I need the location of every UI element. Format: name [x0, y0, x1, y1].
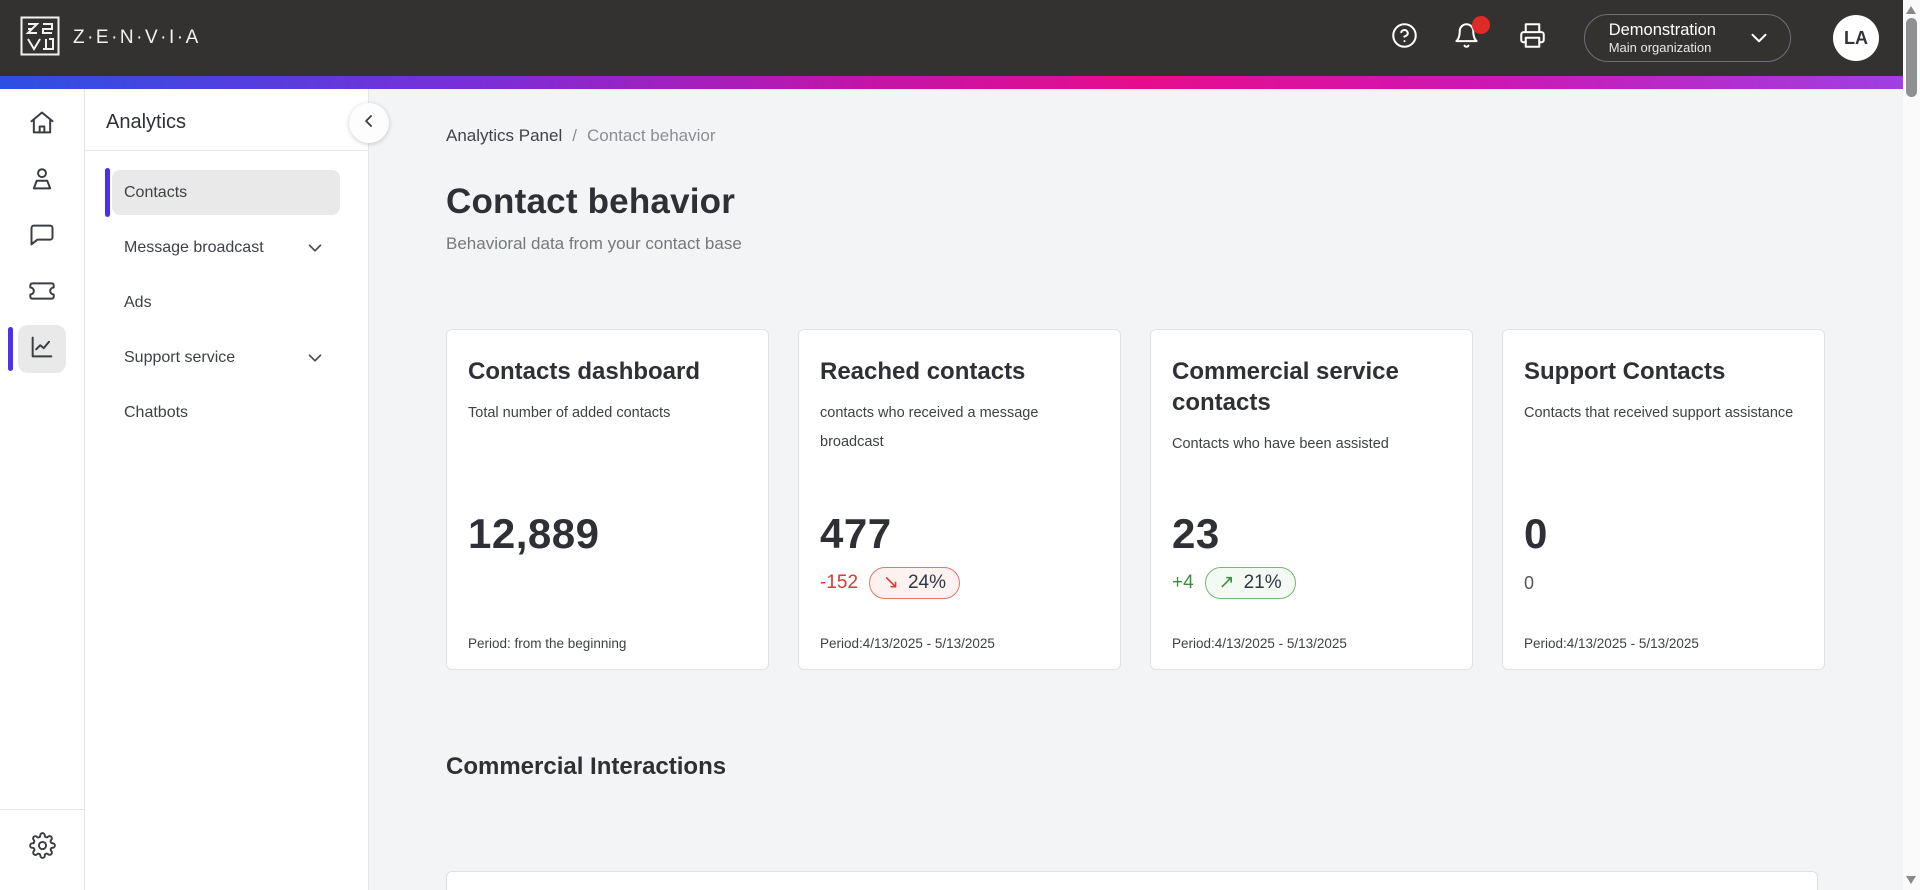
card-title: Contacts dashboard [468, 358, 701, 385]
bell-icon [1453, 22, 1480, 54]
card-value: 0 [1524, 510, 1548, 557]
rail-item-settings[interactable] [18, 824, 66, 872]
page-title: Contact behavior [446, 182, 736, 221]
sidebar-divider [85, 150, 368, 151]
card-description: Contacts that received support assistanc… [1524, 405, 1794, 421]
analytics-sidebar: Analytics Contacts Message broadcast Ads… [85, 89, 369, 890]
kpi-card-reached-contacts: Reached contacts contacts who received a… [798, 329, 1121, 670]
card-value: 23 [1172, 510, 1220, 557]
card-description: Contacts who have been assisted [1172, 436, 1389, 452]
user-avatar[interactable]: LA [1833, 15, 1879, 61]
main-content: Analytics Panel / Contact behavior Conta… [369, 89, 1903, 890]
sidebar-item-label: Support service [124, 348, 236, 366]
sidebar-collapse-button[interactable] [349, 103, 389, 143]
card-period: Period:4/13/2025 - 5/13/2025 [1172, 636, 1347, 651]
card-delta: +4 [1172, 572, 1194, 593]
notification-badge-dot [1471, 16, 1490, 34]
page-subtitle: Behavioral data from your contact base [446, 234, 742, 253]
breadcrumb-parent-link[interactable]: Analytics Panel [446, 126, 563, 145]
breadcrumb-separator: / [572, 126, 577, 145]
trend-up-arrow-icon: ↗ [1218, 572, 1235, 593]
trend-badge-down: ↘ 24% [869, 567, 960, 599]
card-value: 477 [820, 510, 892, 557]
organization-selector[interactable]: Demonstration Main organization [1583, 14, 1791, 62]
rail-active-indicator [8, 327, 13, 371]
printer-icon [1519, 22, 1546, 54]
sidebar-item-contacts[interactable]: Contacts [105, 168, 340, 217]
scrollbar-thumb[interactable] [1906, 18, 1917, 97]
chat-bubble-icon [28, 221, 56, 254]
kpi-card-support-contacts: Support Contacts Contacts that received … [1502, 329, 1825, 670]
gear-icon [28, 832, 56, 864]
organization-texts: Demonstration Main organization [1609, 20, 1716, 57]
home-icon [28, 109, 56, 142]
app-body: Analytics Contacts Message broadcast Ads… [0, 89, 1903, 890]
kpi-cards-row: Contacts dashboard Total number of added… [446, 329, 1903, 670]
chevron-left-icon [359, 111, 379, 136]
topbar: Z·E·N·V·I·A [0, 0, 1903, 76]
sidebar-item-chatbots[interactable]: Chatbots [112, 390, 340, 435]
zenvia-maze-icon [20, 16, 60, 61]
scrollbar-up-arrow[interactable] [1906, 6, 1916, 14]
rail-item-analytics[interactable] [18, 325, 66, 373]
page-scrollbar [1903, 0, 1920, 890]
chevron-down-icon [304, 347, 326, 369]
breadcrumb-current: Contact behavior [586, 126, 716, 145]
card-period: Period: from the beginning [468, 636, 627, 651]
chevron-down-icon [1746, 25, 1772, 51]
section-heading-commercial-interactions: Commercial Interactions [446, 753, 727, 780]
zenvia-logo[interactable]: Z·E·N·V·I·A [20, 16, 201, 61]
sidebar-active-indicator [105, 168, 110, 217]
sidebar-item-label: Ads [124, 293, 152, 311]
print-button[interactable] [1518, 23, 1548, 53]
rail-item-contacts[interactable] [18, 157, 66, 205]
notifications-button[interactable] [1452, 16, 1490, 54]
card-delta: -152 [820, 572, 859, 593]
help-button[interactable] [1390, 23, 1420, 53]
ticket-icon [28, 277, 56, 310]
kpi-card-contacts-dashboard: Contacts dashboard Total number of added… [446, 329, 769, 670]
sidebar-title: Analytics [106, 111, 187, 133]
rail-item-conversations[interactable] [18, 213, 66, 261]
rail-bottom [0, 809, 84, 890]
trend-percent: 21% [1243, 571, 1282, 593]
card-description: Total number of added contacts [468, 405, 671, 421]
breadcrumb: Analytics Panel / Contact behavior [446, 126, 1903, 146]
card-period: Period:4/13/2025 - 5/13/2025 [1524, 636, 1699, 651]
person-icon [28, 165, 56, 198]
sidebar-item-label: Message broadcast [124, 238, 264, 256]
scrollbar-down-arrow[interactable] [1906, 876, 1916, 884]
card-delta: 0 [1524, 572, 1535, 593]
sidebar-item-label: Chatbots [124, 403, 189, 421]
card-period: Period:4/13/2025 - 5/13/2025 [820, 636, 995, 651]
card-value: 12,889 [468, 510, 600, 557]
brand-wordmark: Z·E·N·V·I·A [73, 27, 201, 48]
sidebar-item-message-broadcast[interactable]: Message broadcast [112, 225, 340, 270]
rail-item-tickets[interactable] [18, 269, 66, 317]
organization-subtitle: Main organization [1608, 40, 1712, 56]
line-chart-icon [28, 333, 56, 366]
help-icon [1391, 22, 1418, 54]
sidebar-item-support-service[interactable]: Support service [112, 335, 340, 380]
brand-gradient-strip [0, 76, 1903, 89]
sidebar-item-label: Contacts [124, 183, 188, 201]
sidebar-item-ads[interactable]: Ads [112, 280, 340, 325]
kpi-card-commercial-service-contacts: Commercial service contacts Contacts who… [1150, 329, 1473, 670]
topbar-actions: Demonstration Main organization LA [1390, 14, 1903, 62]
trend-down-arrow-icon: ↘ [883, 572, 899, 593]
chevron-down-icon [304, 237, 326, 259]
trend-percent: 24% [907, 571, 946, 593]
card-title: Reached contacts [820, 358, 1026, 385]
organization-name: Demonstration [1608, 20, 1716, 39]
card-title: Support Contacts [1524, 358, 1726, 385]
trend-badge-up: ↗ 21% [1204, 567, 1296, 599]
card-description: contacts who received a message broadcas… [820, 405, 1039, 450]
card-title: Commercial service contacts [1172, 358, 1399, 416]
icon-rail [0, 89, 85, 890]
rail-item-home[interactable] [18, 101, 66, 149]
commercial-interactions-panel-top [446, 871, 1818, 890]
